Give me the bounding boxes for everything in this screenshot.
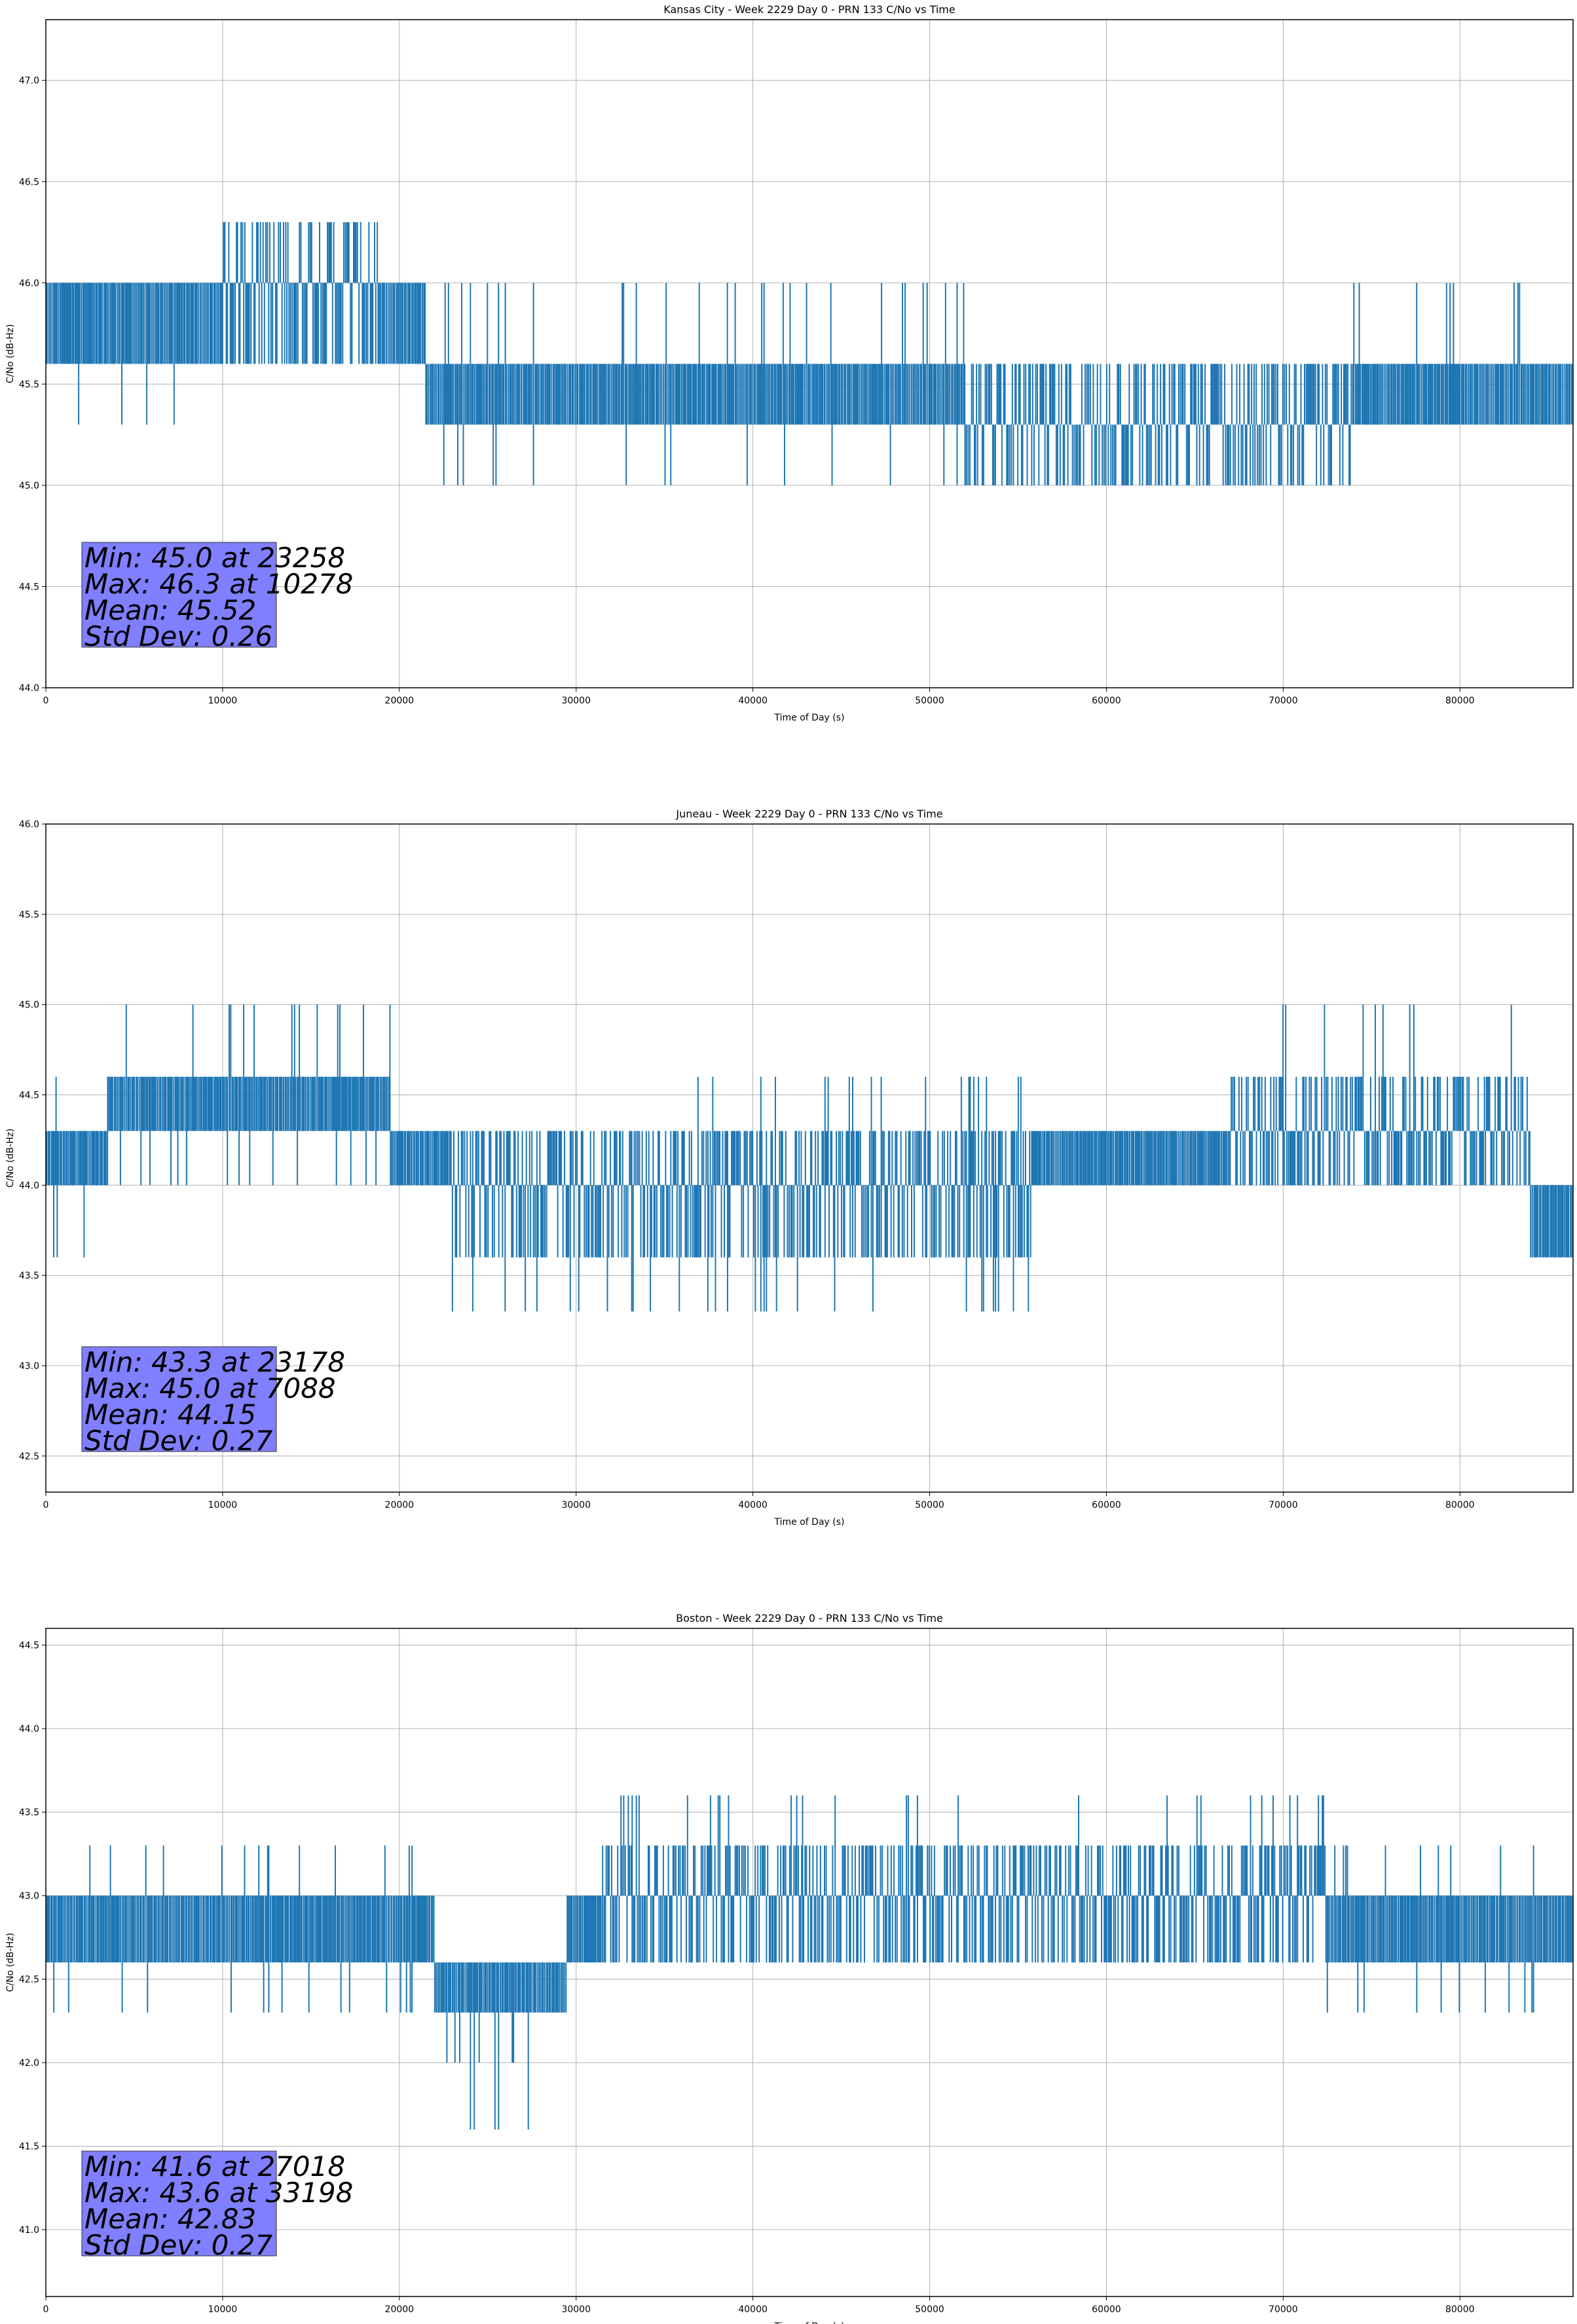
stats-box-bg xyxy=(81,2150,277,2257)
y-tick-label: 42.5 xyxy=(19,1452,39,1462)
stats-line: Max: 43.6 at 33198 xyxy=(84,2177,353,2209)
axis-ticks: 0 10000 20000 30000 40000 50000 60000 70000 8000… xyxy=(19,1641,1475,2315)
y-tick-label: 46.5 xyxy=(19,177,39,187)
stats-line: Min: 43.3 at 23178 xyxy=(84,1346,345,1378)
x-tick-label: 80000 xyxy=(1445,2304,1475,2315)
x-axis-label: Time of Day (s) xyxy=(774,2321,845,2324)
x-tick-label: 40000 xyxy=(738,1500,768,1510)
x-tick-label: 0 xyxy=(43,1500,49,1510)
y-tick-label: 41.0 xyxy=(19,2225,39,2236)
axis-ticks: 0 10000 20000 30000 40000 50000 60000 70000 8000… xyxy=(19,819,1475,1510)
axis-ticks: 0 10000 20000 30000 40000 50000 60000 70000 8000… xyxy=(19,76,1475,706)
stats-line: Mean: 44.15 xyxy=(84,1398,256,1431)
x-axis-label: Time of Day (s) xyxy=(774,1517,845,1527)
stats-line: Max: 46.3 at 10278 xyxy=(84,568,353,600)
y-tick-label: 42.0 xyxy=(19,2058,39,2069)
y-tick-label: 45.5 xyxy=(19,379,39,390)
stats-line: Std Dev: 0.27 xyxy=(84,2229,272,2261)
x-tick-label: 10000 xyxy=(208,1500,238,1510)
chart-title: Kansas City - Week 2229 Day 0 - PRN 133 … xyxy=(663,3,955,16)
series-line xyxy=(46,1004,1573,1312)
stats-line: Mean: 42.83 xyxy=(84,2203,256,2235)
y-tick-label: 47.0 xyxy=(19,76,39,86)
stats-line: Min: 45.0 at 23258 xyxy=(84,542,345,574)
stats-line: Std Dev: 0.26 xyxy=(84,620,272,652)
juneau-chart: 0 10000 20000 30000 40000 50000 60000 70000 8000… xyxy=(5,808,1574,1527)
y-tick-label: 43.0 xyxy=(19,1361,39,1372)
y-tick-label: 44.0 xyxy=(19,683,39,694)
chart-title: Juneau - Week 2229 Day 0 - PRN 133 C/No … xyxy=(675,808,942,820)
y-tick-label: 45.0 xyxy=(19,481,39,491)
x-tick-label: 80000 xyxy=(1445,1500,1475,1510)
plot-frame xyxy=(45,1628,1574,2297)
chart-title: Boston - Week 2229 Day 0 - PRN 133 C/No … xyxy=(676,1612,943,1624)
series-line xyxy=(46,1795,1573,2129)
plot-frame xyxy=(45,19,1574,688)
boston-chart: 0 10000 20000 30000 40000 50000 60000 70000 8000… xyxy=(5,1612,1574,2324)
x-tick-label: 60000 xyxy=(1092,2304,1121,2315)
x-tick-label: 30000 xyxy=(561,696,591,706)
stats-box-bg xyxy=(81,542,277,648)
y-tick-label: 42.5 xyxy=(19,1975,39,1985)
stats-line: Std Dev: 0.27 xyxy=(84,1425,272,1457)
x-tick-label: 50000 xyxy=(915,696,944,706)
x-tick-label: 40000 xyxy=(738,2304,768,2315)
x-tick-label: 60000 xyxy=(1092,1500,1121,1510)
y-tick-label: 44.0 xyxy=(19,1180,39,1191)
series-path xyxy=(46,1004,1573,1312)
x-tick-label: 10000 xyxy=(208,696,238,706)
y-tick-label: 43.5 xyxy=(19,1271,39,1281)
x-tick-label: 0 xyxy=(43,2304,49,2315)
y-tick-label: 45.0 xyxy=(19,1000,39,1011)
x-tick-label: 30000 xyxy=(561,2304,591,2315)
plot-frame xyxy=(45,823,1574,1493)
y-tick-label: 44.0 xyxy=(19,1724,39,1734)
series-line xyxy=(46,222,1573,485)
stats-line: Max: 45.0 at 7088 xyxy=(84,1372,336,1404)
x-tick-label: 80000 xyxy=(1445,696,1475,706)
x-tick-label: 70000 xyxy=(1269,696,1298,706)
y-tick-label: 41.5 xyxy=(19,2142,39,2152)
y-axis-label: C/No (dB-Hz) xyxy=(5,1129,16,1188)
series-path xyxy=(46,222,1573,485)
y-tick-label: 43.0 xyxy=(19,1891,39,1902)
x-tick-label: 50000 xyxy=(915,2304,944,2315)
y-tick-label: 45.5 xyxy=(19,910,39,920)
kansas-city-chart: 0 10000 20000 30000 40000 50000 60000 70000 8000… xyxy=(5,3,1574,723)
x-tick-label: 20000 xyxy=(385,1500,415,1510)
stats-line: Min: 41.6 at 27018 xyxy=(84,2150,345,2183)
x-tick-label: 70000 xyxy=(1269,2304,1298,2315)
y-axis-label: C/No (dB-Hz) xyxy=(5,324,16,383)
x-tick-label: 20000 xyxy=(385,2304,415,2315)
x-tick-label: 20000 xyxy=(385,696,415,706)
series-path xyxy=(46,1795,1573,2129)
x-tick-label: 70000 xyxy=(1269,1500,1298,1510)
stats-box-bg xyxy=(81,1346,277,1452)
x-tick-label: 50000 xyxy=(915,1500,944,1510)
x-tick-label: 60000 xyxy=(1092,696,1121,706)
x-tick-label: 10000 xyxy=(208,2304,238,2315)
y-tick-label: 44.5 xyxy=(19,1641,39,1651)
stats-line: Mean: 45.52 xyxy=(84,594,256,626)
x-axis-label: Time of Day (s) xyxy=(774,713,845,723)
x-tick-label: 0 xyxy=(43,696,49,706)
y-tick-label: 43.5 xyxy=(19,1808,39,1818)
y-tick-label: 44.5 xyxy=(19,1091,39,1101)
y-tick-label: 46.0 xyxy=(19,819,39,830)
x-tick-label: 40000 xyxy=(738,696,768,706)
y-tick-label: 46.0 xyxy=(19,278,39,289)
y-axis-label: C/No (dB-Hz) xyxy=(5,1933,16,1992)
x-tick-label: 30000 xyxy=(561,1500,591,1510)
y-tick-label: 44.5 xyxy=(19,582,39,592)
